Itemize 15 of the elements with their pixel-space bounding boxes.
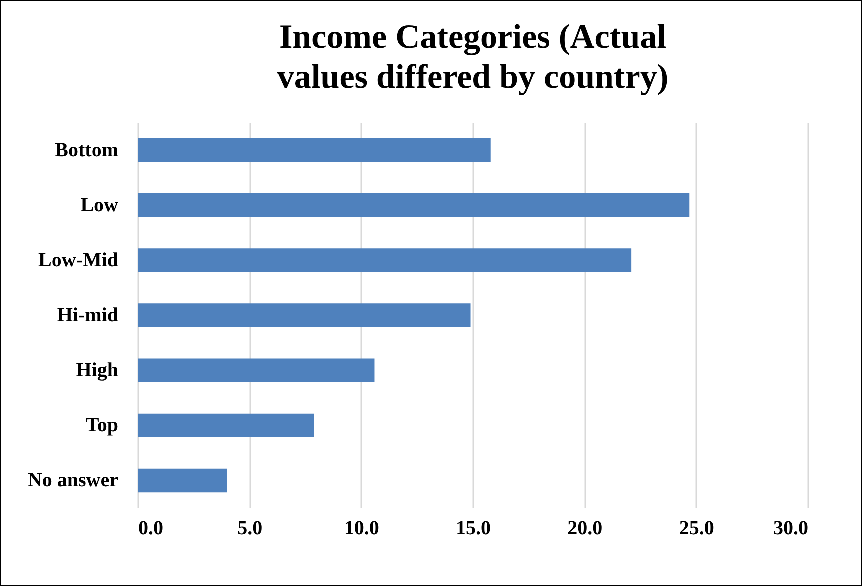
y-tick-label: Hi-mid — [57, 304, 118, 326]
chart-title: Income Categories (Actual values differed by country) — [277, 19, 669, 96]
y-tick-label: No answer — [28, 470, 119, 492]
x-tick-label: 10.0 — [344, 518, 380, 540]
x-tick-label: 30.0 — [774, 518, 808, 540]
y-tick-label: Bottom — [55, 139, 119, 162]
y-tick-label: Low-Mid — [38, 249, 118, 272]
y-tick-label: High — [76, 360, 118, 382]
x-tick-label: 15.0 — [456, 518, 491, 540]
x-tick-label: 20.0 — [568, 518, 603, 540]
x-tick-label: 5.0 — [238, 518, 263, 540]
y-tick-label: Low — [80, 194, 120, 216]
x-tick-label: 0.0 — [138, 518, 164, 540]
x-tick-label: 25.0 — [679, 518, 714, 540]
y-tick-label: Top — [86, 414, 118, 437]
